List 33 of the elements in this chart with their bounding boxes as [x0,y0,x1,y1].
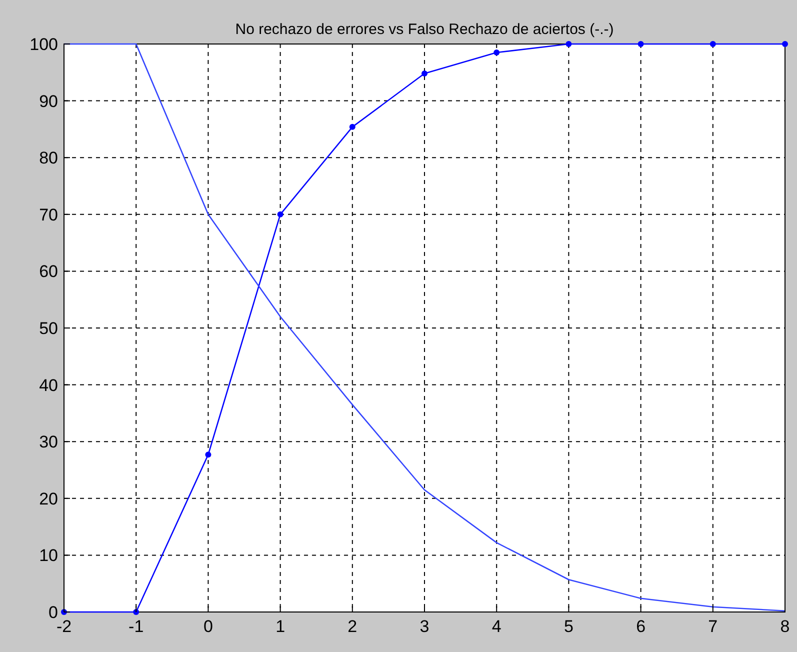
x-tick-label: 2 [348,617,358,636]
x-tick-label: 5 [564,617,574,636]
y-tick-label: 100 [30,34,58,54]
y-tick-label: 50 [39,318,58,338]
y-tick-label: 40 [39,376,58,395]
y-tick-label: 60 [39,262,58,282]
y-tick-label: 20 [39,489,58,508]
point [782,41,788,47]
y-tick-label: 30 [39,432,58,452]
y-tick-label: 10 [39,546,58,566]
point [422,70,428,77]
x-tick-label: -2 [56,617,72,636]
x-tick-label: -1 [128,617,144,636]
x-tick-label: 1 [276,617,286,636]
x-tick-label: 3 [420,617,430,636]
x-tick-label: 7 [708,617,718,636]
point [494,50,500,56]
y-tick-label: 70 [39,205,58,224]
x-tick-label: 4 [492,617,502,636]
point [133,609,140,615]
x-tick-label: 8 [780,617,790,636]
y-tick-label: 80 [39,148,58,168]
point [205,452,212,458]
x-tick-label: 0 [203,617,213,636]
chart-title: No rechazo de errores vs Falso Rechazo de aciertos (-.-) [235,21,614,38]
point [277,211,284,218]
point [349,124,356,130]
x-tick-label: 6 [636,617,646,636]
y-tick-label: 90 [39,92,58,111]
point [638,41,644,47]
point [710,41,716,47]
y-tick-label: 0 [48,602,58,622]
point [566,41,572,47]
